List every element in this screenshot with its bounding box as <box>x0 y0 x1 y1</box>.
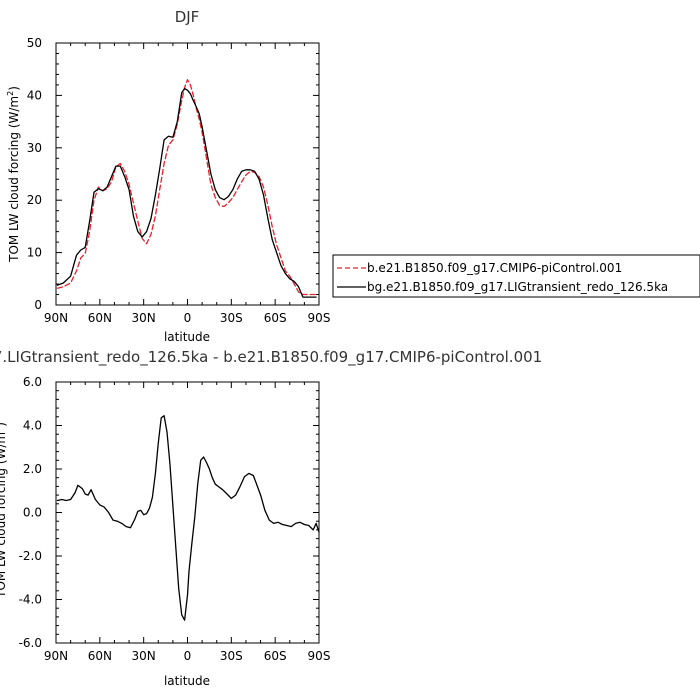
y-axis-label-tail: ) <box>0 422 8 427</box>
y-tick-label: 30 <box>27 141 42 155</box>
y-tick-label: 2.0 <box>23 462 42 476</box>
x-tick-label: 90S <box>308 649 331 663</box>
x-tick-label: 60N <box>88 311 112 325</box>
panel-difference-lw-cloud-forcing: bg.e21.B1850.f09_g17.LIGtransient_redo_1… <box>0 348 542 688</box>
y-tick-label: -2.0 <box>19 549 42 563</box>
x-tick-label: 60S <box>264 311 287 325</box>
panel-djf-lw-cloud-forcing: DJF latitude TOM LW cloud forcing (W/m2)… <box>6 8 330 344</box>
chart-title: DJF <box>175 8 200 26</box>
x-tick-label: 90S <box>308 311 331 325</box>
chart-title: bg.e21.B1850.f09_g17.LIGtransient_redo_1… <box>0 348 542 367</box>
x-axis-label: latitude <box>164 330 210 344</box>
y-tick-label: 20 <box>27 193 42 207</box>
y-tick-label: 6.0 <box>23 375 42 389</box>
series-line-1 <box>56 87 317 298</box>
axis-ticks: 90N 60N 30N 0 30S 60S 90S 0 10 20 30 40 50 <box>27 36 331 325</box>
x-tick-label: 90N <box>44 311 68 325</box>
y-tick-label: -6.0 <box>19 636 42 650</box>
x-tick-label: 60S <box>264 649 287 663</box>
legend-box <box>332 254 700 298</box>
y-tick-label: 40 <box>27 88 42 102</box>
x-tick-label: 30N <box>132 649 156 663</box>
y-axis-label: TOM LW cloud forcing (W/m2) <box>0 422 8 599</box>
y-tick-label: 50 <box>27 36 42 50</box>
legend-label-cmip6-picontrol: b.e21.B1850.f09_g17.CMIP6-piControl.001 <box>367 261 622 275</box>
y-axis-label-superscript: 2 <box>0 427 2 432</box>
y-axis-label: TOM LW cloud forcing (W/m2) <box>6 86 21 263</box>
series-line-0 <box>56 415 320 621</box>
x-axis-label: latitude <box>164 674 210 688</box>
legend: b.e21.B1850.f09_g17.CMIP6-piControl.001 … <box>332 254 700 298</box>
series-lines <box>56 415 320 621</box>
legend-label-ligtransient: bg.e21.B1850.f09_g17.LIGtransient_redo_1… <box>367 280 668 294</box>
x-tick-label: 60N <box>88 649 112 663</box>
x-tick-label: 30N <box>132 311 156 325</box>
x-tick-label: 0 <box>184 311 192 325</box>
y-tick-label: 0.0 <box>23 506 42 520</box>
series-lines <box>56 79 317 298</box>
x-tick-label: 0 <box>184 649 192 663</box>
y-tick-label: 0 <box>34 298 42 312</box>
y-tick-label: -4.0 <box>19 593 42 607</box>
x-tick-label: 90N <box>44 649 68 663</box>
plot-area-frame <box>55 42 320 306</box>
x-tick-label: 30S <box>220 311 243 325</box>
y-axis-label-tail: ) <box>7 86 21 91</box>
x-tick-label: 30S <box>220 649 243 663</box>
axis-ticks: 90N 60N 30N 0 30S 60S 90S -6.0 -4.0 -2.0 0.0 2.0 4.0… <box>19 375 331 663</box>
y-tick-label: 4.0 <box>23 419 42 433</box>
plot-area-frame <box>55 381 320 644</box>
y-tick-label: 10 <box>27 246 42 260</box>
y-axis-label-superscript: 2 <box>6 91 15 96</box>
series-line-0 <box>56 79 317 296</box>
